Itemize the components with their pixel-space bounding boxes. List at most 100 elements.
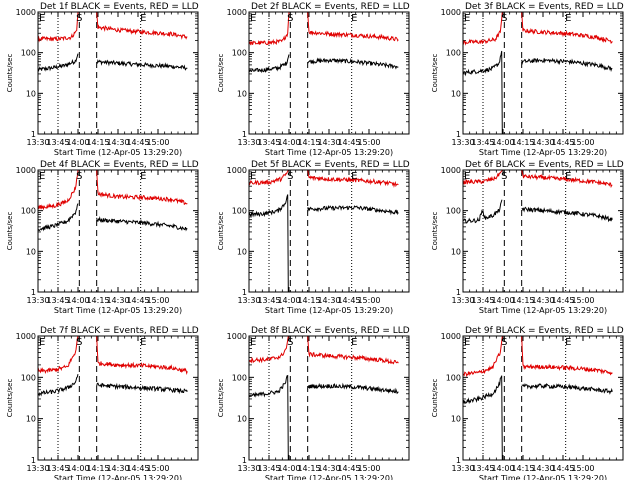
y-tick-label: 1000 <box>227 332 247 341</box>
x-tick-label: 13:45 <box>471 138 494 147</box>
interval-marker-label: E <box>565 171 571 182</box>
x-axis-label: Start Time (12-Apr-05 13:29:20) <box>265 148 393 157</box>
edge-marker-label: E <box>39 337 45 348</box>
x-tick-label: 15:00 <box>357 464 380 473</box>
x-tick-label: 13:45 <box>471 464 494 473</box>
x-tick-label: 14:30 <box>531 138 554 147</box>
events-series-line <box>462 50 503 135</box>
y-tick-label: 100 <box>232 207 247 216</box>
x-tick-label: 15:00 <box>571 464 594 473</box>
lld-series-line <box>462 169 503 185</box>
lld-series-line <box>248 169 289 186</box>
interval-marker-label: E <box>351 13 357 24</box>
chart-title: Det 3f BLACK = Events, RED = LLD <box>465 2 624 12</box>
interval-marker-label: S <box>501 171 507 182</box>
x-tick-label: 14:00 <box>66 138 89 147</box>
x-tick-label: 14:45 <box>551 296 574 305</box>
events-series-line <box>96 215 188 232</box>
x-tick-label: 14:15 <box>86 296 109 305</box>
events-series-line <box>248 194 289 293</box>
edge-marker-label: E <box>464 171 470 182</box>
chart-panel: Det 1f BLACK = Events, RED = LLD Counts/s… <box>6 2 199 157</box>
x-tick-label: 13:45 <box>471 296 494 305</box>
edge-marker-label: E <box>250 13 256 24</box>
y-tick-label: 10 <box>451 89 461 98</box>
x-tick-label: 14:45 <box>337 296 360 305</box>
x-tick-label: 13:30 <box>237 464 260 473</box>
x-tick-label: 14:00 <box>491 138 514 147</box>
x-tick-label: 13:45 <box>257 464 280 473</box>
y-tick-label: 1 <box>456 456 461 465</box>
y-tick-label: 100 <box>21 207 36 216</box>
events-series-line <box>37 373 79 397</box>
plot-frame <box>37 335 199 461</box>
y-tick-label: 100 <box>232 373 247 382</box>
interval-marker-label: E <box>140 171 146 182</box>
plot-frame <box>462 335 624 461</box>
x-tick-label: 14:00 <box>66 296 89 305</box>
y-tick-label: 1000 <box>441 8 461 17</box>
interval-marker-label: E <box>351 171 357 182</box>
x-axis-label: Start Time (12-Apr-05 13:29:20) <box>54 148 182 157</box>
x-tick-label: 13:45 <box>46 296 69 305</box>
chart-panel: Det 9f BLACK = Events, RED = LLD Counts/s… <box>431 326 624 480</box>
chart-panel: Det 7f BLACK = Events, RED = LLD Counts/s… <box>6 326 199 480</box>
events-series-line <box>462 199 503 224</box>
events-series-line <box>521 57 613 72</box>
plot-frame <box>462 169 624 293</box>
y-tick-label: 10 <box>237 89 247 98</box>
x-axis-label: Start Time (12-Apr-05 13:29:20) <box>54 474 182 480</box>
interval-marker-label: E <box>565 337 571 348</box>
lld-series-line <box>521 335 613 376</box>
events-series-line <box>248 374 289 461</box>
x-tick-label: 13:30 <box>26 464 49 473</box>
y-axis-label: Counts/sec <box>6 212 14 251</box>
edge-marker-label: E <box>39 13 45 24</box>
x-tick-label: 13:30 <box>26 296 49 305</box>
x-axis-label: Start Time (12-Apr-05 13:29:20) <box>265 306 393 315</box>
interval-marker-label: E <box>351 337 357 348</box>
interval-marker-label: S <box>501 13 507 24</box>
x-tick-label: 14:30 <box>106 296 129 305</box>
events-series-line <box>37 53 79 72</box>
y-tick-label: 100 <box>446 49 461 58</box>
x-tick-label: 14:00 <box>66 464 89 473</box>
x-tick-label: 14:45 <box>126 464 149 473</box>
lld-series-line <box>521 11 613 44</box>
y-tick-label: 1 <box>242 456 247 465</box>
lld-series-line <box>462 335 503 378</box>
y-tick-label: 1000 <box>227 166 247 175</box>
y-tick-label: 10 <box>26 247 36 256</box>
x-tick-label: 14:15 <box>86 138 109 147</box>
x-tick-label: 13:30 <box>451 296 474 305</box>
lld-series-line <box>307 169 399 188</box>
y-tick-label: 10 <box>237 415 247 424</box>
x-tick-label: 15:00 <box>146 464 169 473</box>
chart-panel: Det 5f BLACK = Events, RED = LLD Counts/s… <box>217 160 410 315</box>
y-tick-label: 10 <box>26 415 36 424</box>
x-tick-label: 14:15 <box>297 296 320 305</box>
x-axis-label: Start Time (12-Apr-05 13:29:20) <box>479 474 607 480</box>
y-tick-label: 100 <box>232 49 247 58</box>
x-tick-label: 14:30 <box>106 138 129 147</box>
plot-frame <box>248 335 410 461</box>
interval-marker-label: S <box>287 171 293 182</box>
x-tick-label: 14:30 <box>317 464 340 473</box>
events-series-line <box>462 375 503 461</box>
interval-marker-label: E <box>140 13 146 24</box>
edge-marker-label: E <box>39 171 45 182</box>
y-tick-label: 100 <box>21 49 36 58</box>
lld-series-line <box>462 11 503 46</box>
x-tick-label: 14:30 <box>531 464 554 473</box>
x-axis-label: Start Time (12-Apr-05 13:29:20) <box>479 306 607 315</box>
lld-series-line <box>307 335 399 365</box>
y-tick-label: 1 <box>456 288 461 297</box>
chart-panel: Det 3f BLACK = Events, RED = LLD Counts/s… <box>431 2 624 157</box>
events-series-line <box>307 57 399 70</box>
lld-series-line <box>521 169 613 189</box>
x-tick-label: 14:45 <box>551 138 574 147</box>
x-axis-label: Start Time (12-Apr-05 13:29:20) <box>54 306 182 315</box>
x-tick-label: 14:15 <box>297 464 320 473</box>
interval-marker-label: S <box>76 171 82 182</box>
events-series-line <box>307 204 399 216</box>
